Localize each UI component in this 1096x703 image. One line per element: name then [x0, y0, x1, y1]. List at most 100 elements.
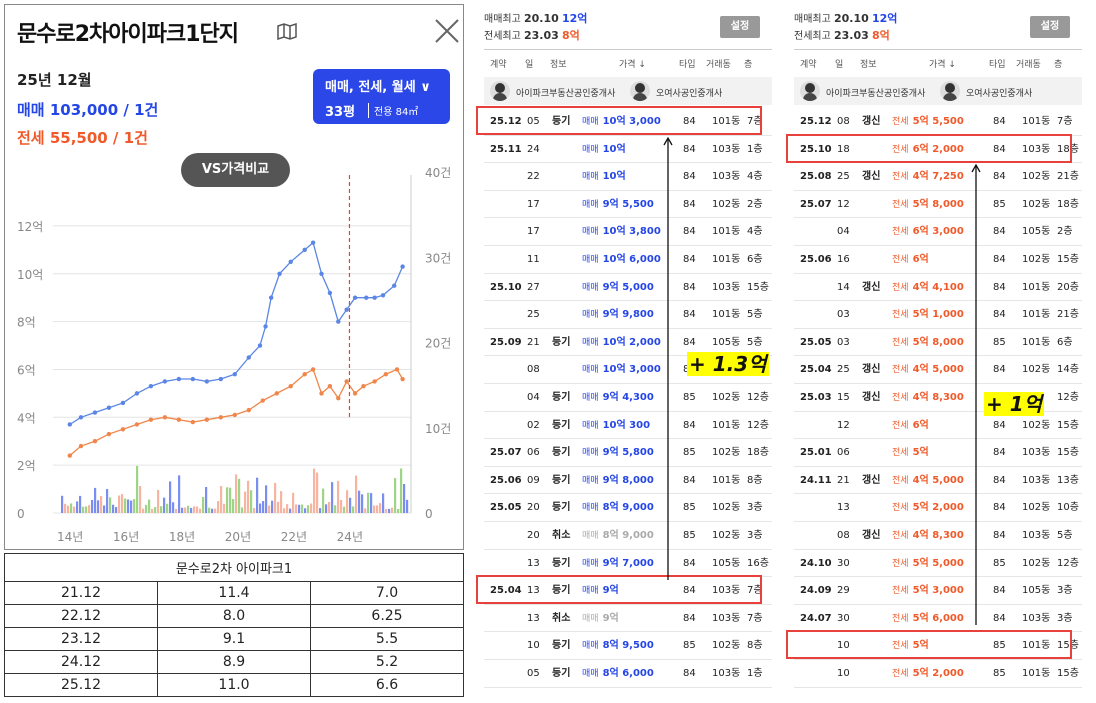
- column-header-4[interactable]: 타입: [679, 60, 696, 70]
- agent-name[interactable]: 오여사공인중개사: [656, 89, 723, 99]
- transaction-row[interactable]: 02 등기 매매 10억 300 84 101동 12층: [484, 412, 772, 440]
- column-header-1[interactable]: 일: [835, 60, 844, 70]
- vs-compare-button[interactable]: VS가격비교: [181, 153, 290, 187]
- row-building: 101동: [712, 474, 741, 486]
- row-building: 101동: [712, 116, 741, 127]
- volume-bar: [67, 505, 70, 513]
- transaction-row[interactable]: 25.07 12 전세 5억 8,000 85 102동 18층: [794, 191, 1082, 219]
- volume-bar: [316, 472, 319, 513]
- column-header-5[interactable]: 거래동: [1016, 60, 1041, 70]
- transaction-row[interactable]: 14 갱신 전세 4억 4,100 84 101동 20층: [794, 274, 1082, 302]
- transaction-row[interactable]: 05 등기 매매 8억 6,000 84 103동 1층: [484, 660, 772, 688]
- compare-row: 22.12 8.0 6.25: [4, 604, 464, 628]
- sale-transaction-panel: 매매최고 20.10 12억 전세최고 23.03 8억 설정 계약 일 정보 가격 ↓ 타입…: [476, 0, 776, 703]
- row-price: 매매 8억 6,000: [582, 660, 654, 687]
- column-header-5[interactable]: 거래동: [706, 60, 731, 70]
- transaction-row[interactable]: 03 전세 5억 1,000 84 101동 21층: [794, 301, 1082, 329]
- column-header-3[interactable]: 가격 ↓: [929, 60, 956, 70]
- column-header-3[interactable]: 가격 ↓: [619, 60, 646, 70]
- transaction-row[interactable]: 17 매매 10억 3,800 84 101동 4층: [484, 218, 772, 246]
- volume-bar: [151, 508, 154, 513]
- transaction-row[interactable]: 13 취소 매매 9억 84 103동 7층: [484, 605, 772, 633]
- transaction-row[interactable]: 25.05 20 등기 매매 8억 9,000 85 102동 3층: [484, 494, 772, 522]
- map-icon[interactable]: [277, 23, 297, 40]
- deal-type-filter-button[interactable]: 매매, 전세, 월세 ∨ 33평 전용 84㎡: [313, 69, 450, 124]
- transaction-row[interactable]: 10 등기 매매 8억 9,500 85 102동 8층: [484, 632, 772, 660]
- row-day: 08: [527, 364, 540, 376]
- transaction-row[interactable]: 17 매매 9억 5,500 84 102동 2층: [484, 191, 772, 219]
- transaction-row[interactable]: 25.09 21 등기 매매 10억 2,000 84 105동 5층: [484, 329, 772, 357]
- max-sale-date: 20.10: [834, 12, 869, 25]
- transaction-row[interactable]: 10 전세 5억 2,000 85 101동 15층: [794, 660, 1082, 688]
- transaction-row[interactable]: 12 전세 6억 84 102동 15층: [794, 412, 1082, 440]
- row-price: 매매 9억 8,000: [582, 467, 654, 494]
- max-sale-value: 12억: [561, 12, 588, 25]
- transaction-row[interactable]: 04 전세 6억 3,000 84 105동 2층: [794, 218, 1082, 246]
- agent-name[interactable]: 아이파크부동산공인중개사: [516, 89, 616, 99]
- transaction-row[interactable]: 24.09 29 전세 5억 3,000 84 105동 3층: [794, 577, 1082, 605]
- transaction-row[interactable]: 24.07 30 전세 5억 6,000 84 103동 3층: [794, 605, 1082, 633]
- row-day: 03: [837, 336, 850, 348]
- transaction-row[interactable]: 25.07 06 등기 매매 9억 5,800 85 102동 18층: [484, 439, 772, 467]
- column-header-4[interactable]: 타입: [989, 60, 1006, 70]
- transaction-row[interactable]: 25.08 25 갱신 전세 4억 7,250 84 102동 21층: [794, 163, 1082, 191]
- transaction-row[interactable]: 13 전세 5억 2,000 84 102동 10층: [794, 494, 1082, 522]
- transaction-row[interactable]: 13 등기 매매 9억 7,000 84 105동 16층: [484, 550, 772, 578]
- close-icon[interactable]: [433, 17, 461, 45]
- agent-name[interactable]: 아이파크부동산공인중개사: [826, 89, 926, 99]
- transaction-row[interactable]: 11 매매 10억 6,000 84 101동 6층: [484, 246, 772, 274]
- transaction-row[interactable]: 25.05 03 전세 5억 8,000 85 101동 6층: [794, 329, 1082, 357]
- transaction-row[interactable]: 25.04 25 갱신 전세 4억 5,000 84 102동 14층: [794, 356, 1082, 384]
- transaction-row[interactable]: 25.01 06 전세 5억 84 103동 15층: [794, 439, 1082, 467]
- column-header-6[interactable]: 층: [1054, 60, 1063, 70]
- row-deal-type: 매매: [582, 558, 599, 569]
- column-header-2[interactable]: 정보: [550, 60, 567, 70]
- row-floor: 7층: [1057, 116, 1073, 127]
- transaction-row[interactable]: 04 등기 매매 9억 4,300 85 102동 12층: [484, 384, 772, 412]
- max-sale-info: 매매최고 20.10 12억: [484, 10, 587, 26]
- transaction-row[interactable]: 25.06 16 전세 6억 84 102동 15층: [794, 246, 1082, 274]
- transaction-row[interactable]: 25.04 13 등기 매매 9억 84 103동 7층: [484, 577, 772, 605]
- column-header-1[interactable]: 일: [525, 60, 534, 70]
- filter-deal-type: 매매, 전세, 월세 ∨: [325, 80, 431, 95]
- row-type: 84: [683, 171, 696, 183]
- row-price: 전세 6억: [892, 246, 929, 273]
- row-price: 전세 5억 2,000: [892, 494, 964, 521]
- settings-button[interactable]: 설정: [720, 16, 760, 38]
- transaction-row[interactable]: 22 매매 10억 84 103동 4층: [484, 163, 772, 191]
- price-point: [232, 412, 237, 418]
- volume-bar: [181, 507, 184, 513]
- transaction-row[interactable]: 25.12 05 등기 매매 10억 3,000 84 101동 7층: [484, 108, 772, 136]
- volume-bar: [379, 503, 382, 513]
- transaction-row[interactable]: 25.12 08 갱신 전세 5억 5,500 84 101동 7층: [794, 108, 1082, 136]
- column-header-0[interactable]: 계약: [800, 60, 817, 70]
- row-date: 25.09: [490, 336, 522, 348]
- volume-bar: [193, 506, 196, 513]
- volume-bar: [163, 497, 166, 513]
- column-header-0[interactable]: 계약: [490, 60, 507, 70]
- volume-bar: [94, 487, 97, 513]
- column-header-6[interactable]: 층: [744, 60, 753, 70]
- settings-button[interactable]: 설정: [1030, 16, 1070, 38]
- row-day: 06: [837, 447, 850, 459]
- row-building: 103동: [712, 585, 741, 597]
- row-price-value: 9억 5,000: [602, 281, 654, 293]
- volume-bar: [241, 507, 244, 513]
- price-point: [260, 398, 265, 403]
- row-type: 85: [683, 640, 696, 652]
- transaction-row[interactable]: 25 매매 9억 9,800 84 101동 5층: [484, 301, 772, 329]
- transaction-row[interactable]: 25.06 09 등기 매매 9억 8,000 84 101동 8층: [484, 467, 772, 495]
- volume-bar: [235, 474, 238, 513]
- transaction-row[interactable]: 25.10 18 전세 6억 2,000 84 103동 18층: [794, 136, 1082, 164]
- transaction-row[interactable]: 25.11 24 매매 10억 84 103동 1층: [484, 136, 772, 164]
- transaction-row[interactable]: 08 갱신 전세 4억 8,300 84 103동 5층: [794, 522, 1082, 550]
- transaction-row[interactable]: 24.11 21 갱신 전세 4억 5,000 84 103동 13층: [794, 467, 1082, 495]
- agent-name[interactable]: 오여사공인중개사: [966, 89, 1033, 99]
- column-header-2[interactable]: 정보: [860, 60, 877, 70]
- transaction-row[interactable]: 10 전세 5억 85 101동 15층: [794, 632, 1082, 660]
- transaction-row[interactable]: 24.10 30 전세 5억 5,000 85 102동 12층: [794, 550, 1082, 578]
- agent-row: 아이파크부동산공인중개사 오여사공인중개사: [794, 77, 1082, 105]
- transaction-row[interactable]: 25.10 27 매매 9억 5,000 84 103동 15층: [484, 274, 772, 302]
- transaction-row[interactable]: 20 취소 매매 8억 9,000 85 102동 3층: [484, 522, 772, 550]
- row-floor: 18층: [747, 447, 769, 459]
